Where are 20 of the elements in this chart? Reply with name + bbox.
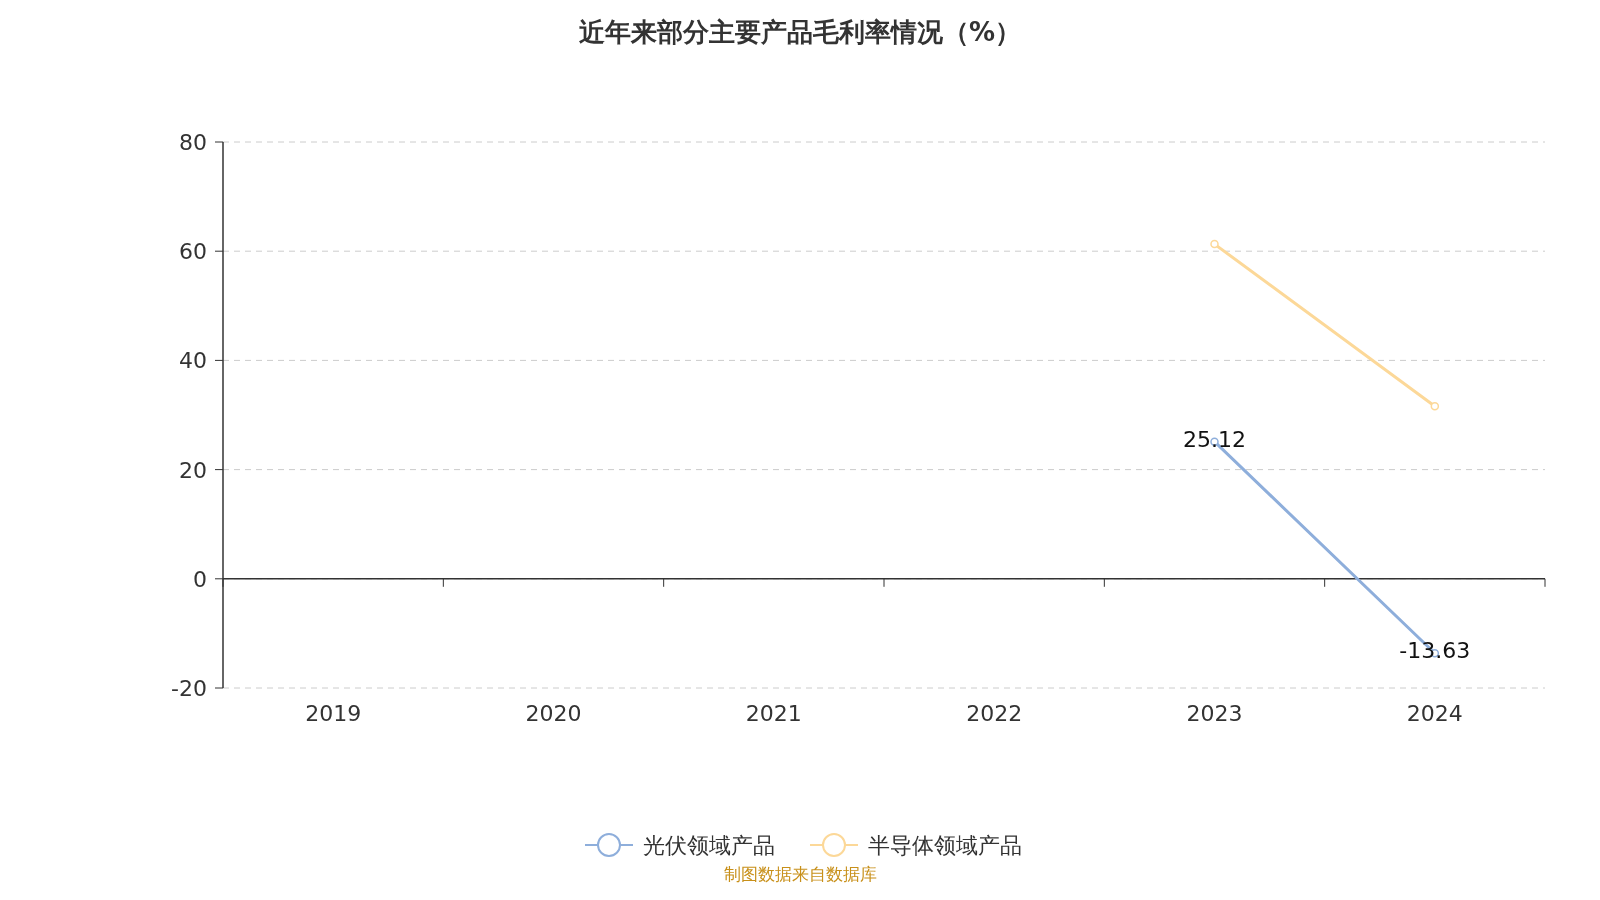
- x-tick-label: 2020: [525, 701, 582, 726]
- y-tick-label: 80: [179, 130, 207, 155]
- x-tick-label: 2023: [1186, 701, 1243, 726]
- x-tick-label: 2022: [966, 701, 1023, 726]
- chart-title: 近年来部分主要产品毛利率情况（%）: [578, 17, 1022, 47]
- data-label: -13.63: [1399, 638, 1471, 664]
- legend-label: 光伏领域产品: [643, 833, 775, 858]
- x-tick-label: 2019: [305, 701, 362, 726]
- y-tick-label: -20: [171, 676, 207, 701]
- x-tick-label: 2021: [745, 701, 802, 726]
- data-label: 25.12: [1183, 426, 1246, 452]
- y-tick-label: 20: [179, 457, 207, 483]
- point: [1210, 239, 1219, 249]
- text: 制图数据来自数据库: [723, 864, 877, 884]
- y-tick-label: 40: [179, 348, 207, 374]
- x-tick-label: 2024: [1406, 701, 1463, 726]
- y-tick-label: 0: [193, 566, 207, 592]
- legend-label: 半导体领域产品: [868, 833, 1022, 858]
- point: [1430, 402, 1440, 411]
- y-tick-label: 60: [179, 239, 207, 265]
